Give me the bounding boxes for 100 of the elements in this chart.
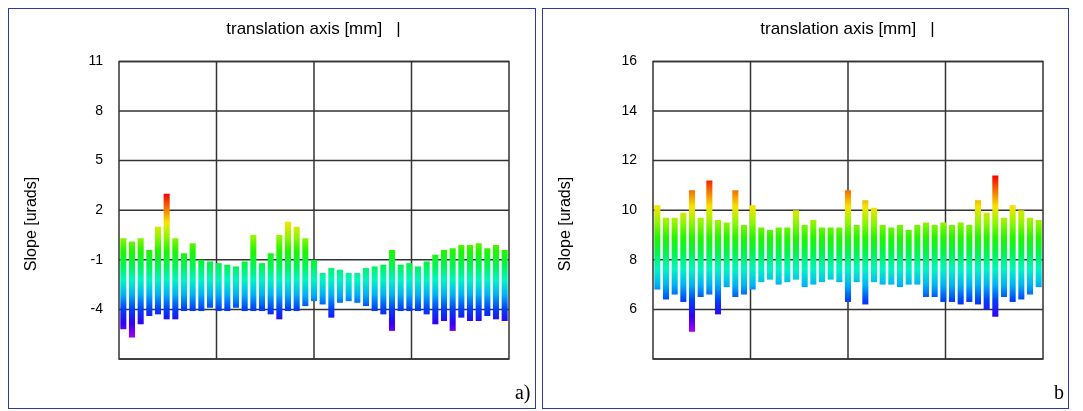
bar <box>662 217 669 300</box>
bar <box>783 227 790 283</box>
bar <box>853 225 860 283</box>
bar <box>697 217 704 297</box>
y-tick-label: -4 <box>90 300 104 317</box>
bar <box>319 273 326 305</box>
bar <box>250 235 257 312</box>
y-axis-title: Slope [urads] <box>22 176 40 272</box>
y-tick-label: 12 <box>620 151 637 168</box>
bar <box>146 249 153 317</box>
bar <box>172 238 179 320</box>
bar <box>362 268 370 307</box>
bar <box>671 217 678 295</box>
bar <box>224 264 231 312</box>
bar <box>241 261 248 312</box>
bar <box>948 225 955 302</box>
bar <box>336 269 344 303</box>
bar <box>267 253 274 315</box>
bar <box>1035 220 1042 288</box>
bar <box>475 243 482 321</box>
bar <box>879 225 886 285</box>
bar <box>492 244 500 320</box>
bar <box>957 222 964 305</box>
bar <box>714 220 721 315</box>
y-tick-label: 16 <box>620 52 637 69</box>
bar <box>688 190 695 332</box>
bar <box>206 261 214 308</box>
bar <box>293 226 300 312</box>
bar <box>414 266 422 312</box>
bar <box>458 244 465 318</box>
bar <box>705 180 712 295</box>
bar <box>827 227 834 280</box>
y-tick-label: 8 <box>95 101 104 118</box>
bar <box>423 261 430 315</box>
y-tick-label: -1 <box>90 250 104 267</box>
bar <box>466 244 474 321</box>
bar <box>1026 217 1033 295</box>
bar <box>137 238 144 325</box>
bar <box>991 175 998 317</box>
bar <box>844 190 851 302</box>
bar <box>180 253 188 312</box>
bar <box>440 249 448 321</box>
text: b <box>1054 381 1064 404</box>
bar <box>922 222 929 297</box>
bar <box>723 222 730 288</box>
bar <box>284 221 292 312</box>
bar <box>189 243 196 312</box>
bar <box>766 230 773 280</box>
bar <box>905 230 912 285</box>
bar <box>215 263 222 312</box>
bar <box>809 220 816 285</box>
bar <box>861 200 868 305</box>
bar <box>974 200 981 305</box>
bar <box>432 254 439 325</box>
bar <box>258 263 266 312</box>
bar <box>501 249 508 321</box>
bar <box>1017 210 1024 300</box>
y-axis-title: Slope [urads] <box>555 176 574 272</box>
y-tick-label: 10 <box>620 201 637 218</box>
chart-title: translation axis [mm] | <box>226 18 401 38</box>
bar <box>406 263 413 312</box>
y-tick-label: 14 <box>620 101 637 118</box>
bar <box>792 210 799 280</box>
text: a) <box>514 381 531 404</box>
y-tick-label: 11 <box>88 52 104 69</box>
bar <box>653 205 660 290</box>
bar <box>328 268 335 318</box>
bar <box>818 227 825 283</box>
bar <box>397 264 404 312</box>
bar <box>1000 217 1007 297</box>
bar <box>965 225 972 302</box>
y-tick-label: 8 <box>628 250 637 267</box>
bar <box>371 266 378 312</box>
bar <box>1009 205 1016 302</box>
bar <box>310 259 318 302</box>
bar <box>154 226 162 315</box>
bar <box>835 227 842 283</box>
bar <box>302 238 309 307</box>
bar <box>388 249 396 331</box>
bar <box>484 248 491 317</box>
bar <box>128 241 136 338</box>
bar <box>449 248 456 331</box>
bar <box>983 212 990 310</box>
bar <box>896 225 903 288</box>
bar <box>749 205 756 290</box>
bar <box>913 225 920 285</box>
bar <box>380 264 387 315</box>
y-tick-label: 2 <box>95 201 104 218</box>
bar <box>870 207 877 283</box>
bar <box>163 193 170 320</box>
bar <box>931 225 938 297</box>
bar <box>801 225 808 288</box>
bar <box>345 273 352 302</box>
bar <box>775 227 782 285</box>
chart-title: translation axis [mm] | <box>759 18 935 38</box>
bar <box>276 235 283 320</box>
bar <box>887 227 894 285</box>
bar <box>731 190 738 297</box>
bar <box>939 222 946 302</box>
bar <box>120 238 127 330</box>
